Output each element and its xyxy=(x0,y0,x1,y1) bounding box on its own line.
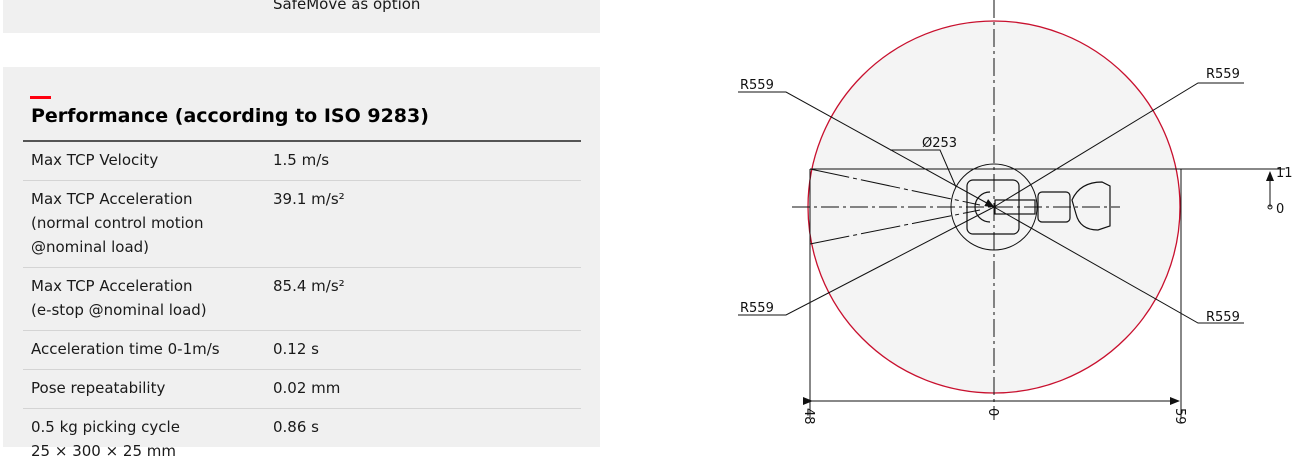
dim-bottom-center: 0 xyxy=(985,408,1000,416)
dim-right-zero: 0 xyxy=(1276,202,1284,217)
row-label: Acceleration time 0-1m/s xyxy=(23,331,265,370)
safemove-text: SafeMove as option xyxy=(273,0,420,13)
radius-label: R559 xyxy=(1206,67,1240,82)
radius-label: R559 xyxy=(740,78,774,93)
diameter-label: Ø253 xyxy=(922,136,957,151)
table-row: Max TCP Acceleration (e-stop @nominal lo… xyxy=(23,268,581,331)
top-panel: SafeMove as option xyxy=(3,0,600,33)
table-row: Max TCP Acceleration (normal control mot… xyxy=(23,181,581,268)
row-label: Max TCP Velocity xyxy=(23,142,265,181)
section-title: Performance (according to ISO 9283) xyxy=(31,105,429,127)
row-value: 39.1 m/s² xyxy=(265,181,581,268)
row-label: Max TCP Acceleration (normal control mot… xyxy=(23,181,265,268)
dim-right-top: 11 xyxy=(1276,166,1293,181)
row-label: Pose repeatability xyxy=(23,370,265,409)
row-value: 85.4 m/s² xyxy=(265,268,581,331)
dim-bottom-left: 48 xyxy=(801,408,816,425)
performance-panel: Performance (according to ISO 9283) Max … xyxy=(3,67,600,447)
row-value: 0.86 s xyxy=(265,409,581,471)
radius-label: R559 xyxy=(740,301,774,316)
row-label: 0.5 kg picking cycle 25 × 300 × 25 mm xyxy=(23,409,265,471)
row-value: 0.02 mm xyxy=(265,370,581,409)
accent-bar xyxy=(30,96,51,99)
dim-bottom-right: 59 xyxy=(1172,408,1187,425)
row-label: Max TCP Acceleration (e-stop @nominal lo… xyxy=(23,268,265,331)
workspace-drawing: R559 R559 R559 R559 Ø253 11 0 48 0 59 xyxy=(700,0,1294,447)
radius-label: R559 xyxy=(1206,310,1240,325)
row-value: 1.5 m/s xyxy=(265,142,581,181)
row-value: 0.12 s xyxy=(265,331,581,370)
